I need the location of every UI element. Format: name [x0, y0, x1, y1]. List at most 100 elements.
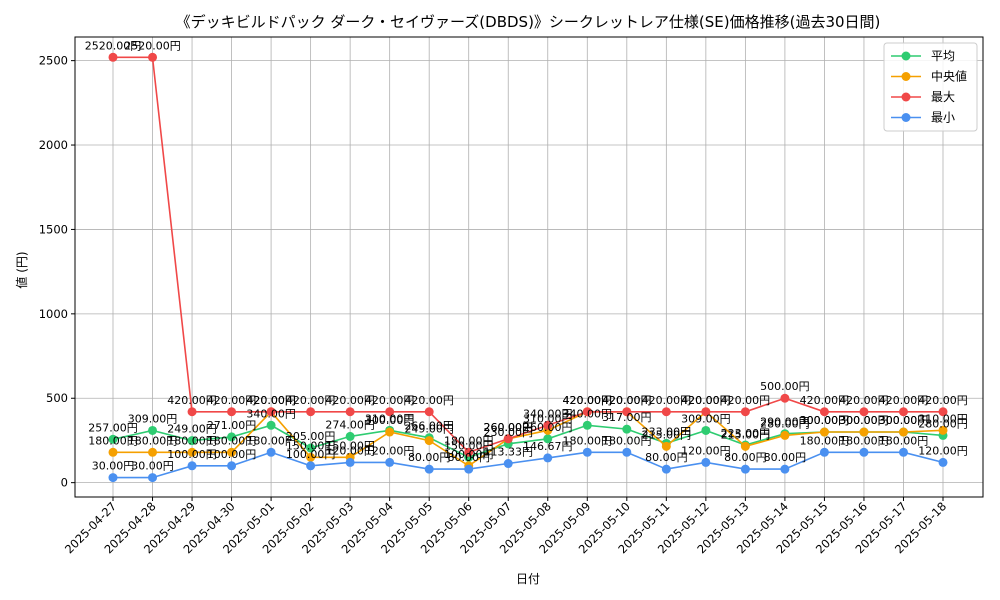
data-point: [543, 453, 553, 463]
data-label: 300.00円: [839, 414, 889, 427]
data-point: [898, 427, 908, 437]
x-axis-label: 日付: [516, 572, 540, 586]
data-point: [780, 464, 790, 474]
data-point: [503, 459, 513, 469]
data-label: 309.00円: [128, 412, 178, 425]
data-label: 150.00円: [325, 439, 375, 452]
data-label: 2520.00円: [124, 39, 181, 52]
data-label: 180.00円: [563, 434, 613, 447]
data-point: [464, 464, 474, 474]
data-label: 249.00円: [167, 423, 217, 436]
data-point: [938, 407, 948, 417]
data-label: 310.00円: [918, 412, 968, 425]
data-point: [306, 461, 316, 471]
data-label: 233.00円: [642, 425, 692, 438]
data-point: [108, 473, 118, 483]
data-point: [148, 473, 158, 483]
data-label: 340.00円: [246, 407, 296, 420]
data-point: [306, 407, 316, 417]
series-line: [113, 56, 943, 454]
data-label: 300.00円: [839, 414, 889, 427]
y-tick-label: 2500: [39, 54, 68, 68]
data-label: 271.00円: [207, 419, 257, 432]
data-label: 120.00円: [681, 444, 731, 457]
data-label: 420.00円: [602, 394, 652, 407]
legend-entry: 平均: [931, 49, 955, 63]
data-point: [227, 447, 237, 457]
data-point: [187, 407, 197, 417]
data-point: [740, 441, 750, 451]
data-point: [424, 407, 434, 417]
data-point: [345, 407, 355, 417]
data-point: [582, 447, 592, 457]
data-point: [266, 420, 276, 430]
legend-marker: [901, 72, 911, 81]
data-label: 120.00円: [918, 444, 968, 457]
data-label: 100.00円: [444, 448, 494, 461]
y-tick-label: 0: [61, 476, 68, 490]
y-axis-ticks: 0 500 1000 1500 2000 2500: [39, 54, 75, 490]
data-point: [266, 407, 276, 417]
y-tick-label: 1500: [39, 222, 68, 236]
data-label: 260.00円: [483, 421, 533, 434]
data-label: 80.00円: [408, 451, 451, 464]
data-label: 180.00円: [800, 434, 850, 447]
data-point: [227, 432, 237, 442]
data-label: 420.00円: [167, 394, 217, 407]
data-point: [306, 452, 316, 462]
data-label: 223.00円: [721, 427, 771, 440]
data-point: [345, 431, 355, 441]
data-label: 300.00円: [800, 414, 850, 427]
data-point: [108, 434, 118, 444]
data-point: [661, 441, 671, 451]
data-label: 80.00円: [724, 451, 767, 464]
data-label: 420.00円: [721, 394, 771, 407]
data-label: 420.00円: [246, 394, 296, 407]
data-label: 420.00円: [642, 394, 692, 407]
data-point: [938, 457, 948, 467]
data-point: [582, 407, 592, 417]
data-label: 420.00円: [286, 394, 336, 407]
data-label: 2520.00円: [85, 39, 142, 52]
data-label: 317.00円: [602, 411, 652, 424]
data-label: 120.00円: [365, 444, 415, 457]
data-label: 180.00円: [128, 434, 178, 447]
x-axis-ticks: 2025-04-272025-04-282025-04-292025-04-30…: [62, 497, 949, 556]
data-point: [859, 407, 869, 417]
data-label: 180.00円: [879, 434, 929, 447]
data-label: 180.00円: [246, 434, 296, 447]
data-label: 420.00円: [681, 394, 731, 407]
data-label: 180.00円: [839, 434, 889, 447]
data-label: 280.00円: [760, 417, 810, 430]
data-point: [701, 457, 711, 467]
legend-marker: [901, 113, 911, 122]
data-label: 249.00円: [404, 423, 454, 436]
data-point: [187, 436, 197, 446]
data-label: 274.00円: [325, 418, 375, 431]
data-label: 100.00円: [167, 448, 217, 461]
data-label: 420.00円: [681, 394, 731, 407]
y-tick-label: 500: [46, 391, 68, 405]
data-label: 30.00円: [131, 460, 174, 473]
data-label: 215.00円: [642, 428, 692, 441]
data-point: [701, 425, 711, 435]
series-lines: [108, 52, 948, 483]
data-point: [661, 407, 671, 417]
data-label: 420.00円: [563, 394, 613, 407]
legend-marker: [901, 92, 911, 102]
data-label: 420.00円: [365, 394, 415, 407]
y-tick-label: 2000: [39, 138, 68, 152]
data-label: 420.00円: [563, 394, 613, 407]
data-label: 420.00円: [404, 394, 454, 407]
data-point: [622, 424, 632, 434]
data-label: 180.00円: [602, 434, 652, 447]
data-label: 340.00円: [563, 407, 613, 420]
data-point: [622, 407, 632, 417]
series-line: [113, 451, 944, 479]
data-point: [464, 447, 474, 457]
data-label: 300.00円: [879, 414, 929, 427]
series-line: [113, 410, 944, 467]
data-label: 80.00円: [764, 451, 807, 464]
data-label: 310.00円: [523, 412, 573, 425]
data-point: [898, 407, 908, 417]
